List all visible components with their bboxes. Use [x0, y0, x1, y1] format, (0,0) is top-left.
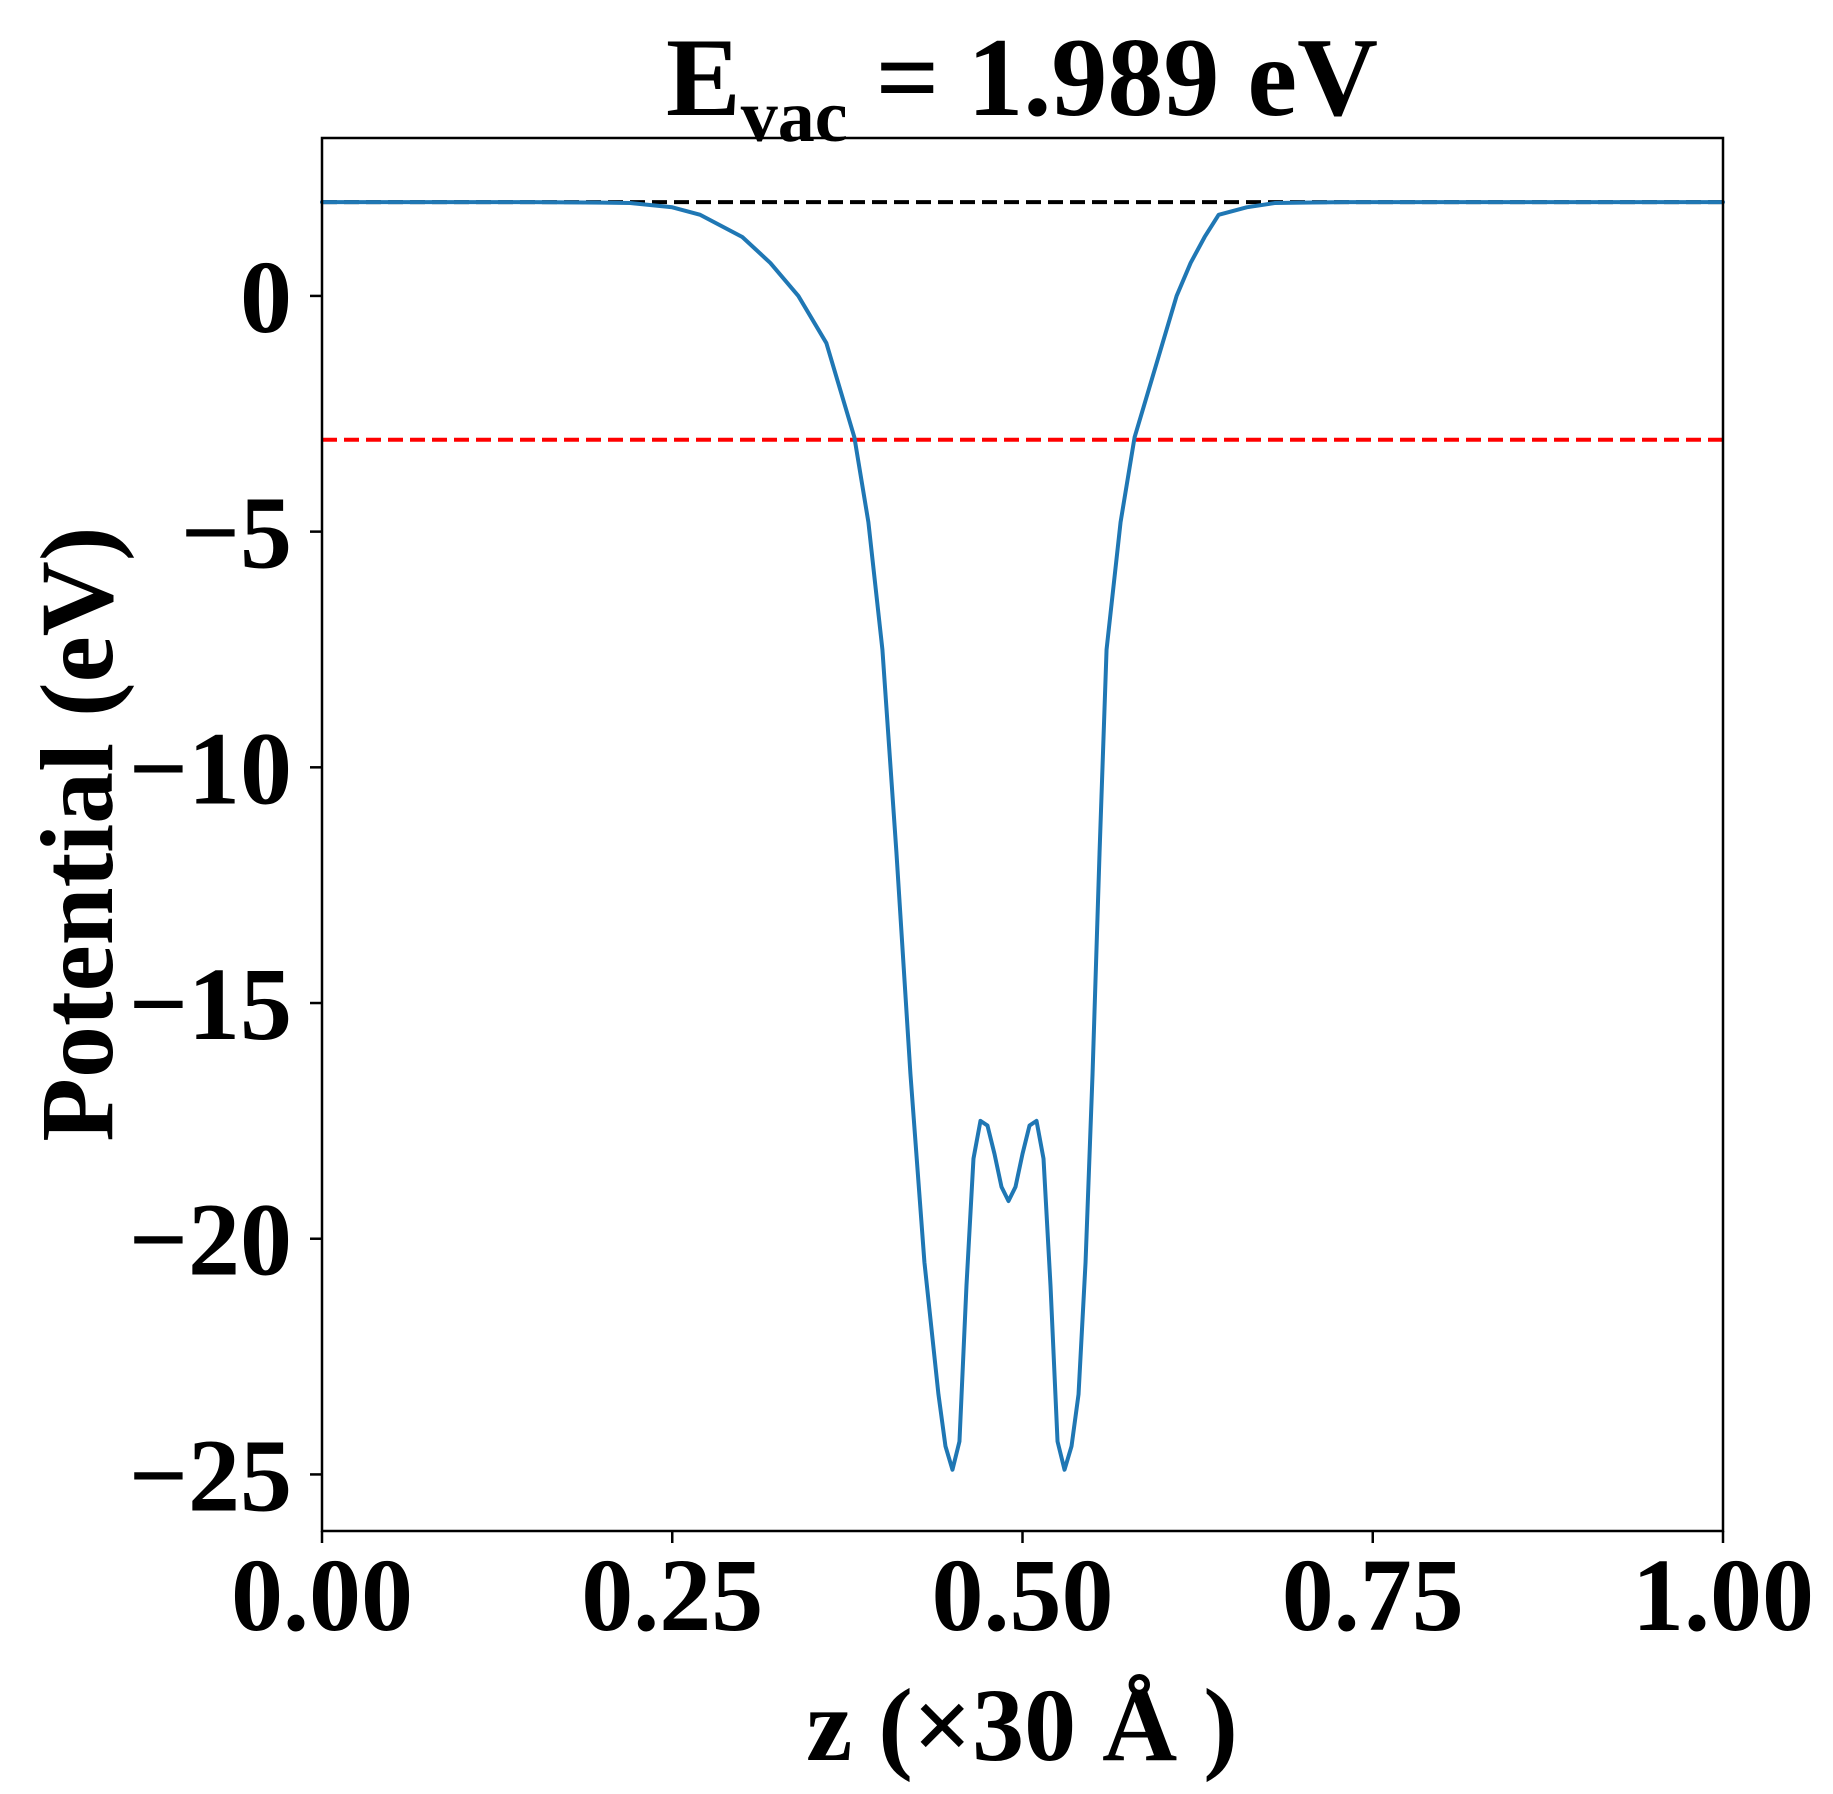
- chart-title: Evac = 1.989 eV: [666, 16, 1378, 158]
- x-tick-label: 0.75: [1282, 1538, 1464, 1653]
- series-layer: [320, 200, 1725, 1472]
- series-line-0: [320, 200, 1725, 1472]
- title-prefix: E: [666, 16, 741, 140]
- y-tick-label: −5: [181, 476, 292, 591]
- y-tick-label: 0: [240, 240, 292, 355]
- x-axis: 0.00 0.25 0.50 0.75 1.00: [231, 1531, 1814, 1653]
- title-subscript: vac: [741, 76, 848, 158]
- y-tick-label: −20: [129, 1183, 292, 1298]
- plot-frame: [320, 136, 1725, 1533]
- x-tick-label: 0.50: [932, 1538, 1114, 1653]
- y-tick-label: −10: [129, 711, 292, 826]
- title-suffix: = 1.989 eV: [848, 16, 1378, 140]
- y-axis: 0 −5 −10 −15 −20 −25: [129, 240, 322, 1533]
- x-tick-label: 1.00: [1632, 1538, 1814, 1653]
- x-axis-label: z (×30 Å ): [806, 1668, 1238, 1783]
- x-tick-label: 0.00: [231, 1538, 413, 1653]
- y-axis-label: Potential (eV): [20, 526, 135, 1141]
- x-tick-label: 0.25: [581, 1538, 763, 1653]
- y-tick-label: −15: [129, 947, 292, 1062]
- reference-lines: [322, 200, 1723, 442]
- y-tick-label: −25: [129, 1418, 292, 1533]
